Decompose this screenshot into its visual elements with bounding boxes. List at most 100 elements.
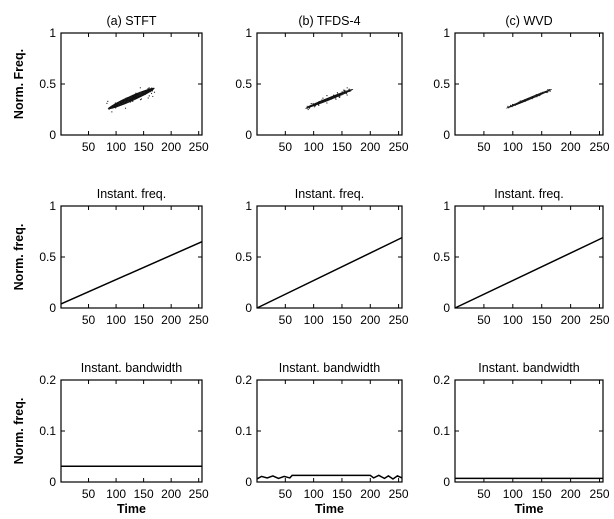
y-tick-label: 0.5 [433,250,450,264]
energy-speck [343,89,345,91]
axes-frame [256,379,403,483]
energy-speck [531,97,533,100]
x-tick-label: 200 [360,140,380,154]
y-tick-label: 1 [443,26,450,40]
subplot-title: (b) TFDS-4 [298,14,360,28]
energy-speck [147,88,149,90]
energy-speck [128,98,130,100]
energy-speck [124,107,127,109]
energy-speck [322,97,324,99]
y-tick-label: 0 [443,475,450,489]
energy-speck [136,95,138,97]
energy-speck [342,92,344,94]
subplot-5: Instant. freq. 50 100 150 200 250 0 0.5 1 [235,187,409,327]
energy-speck [306,105,308,107]
energy-speck [334,96,337,99]
axes-frame [454,379,604,483]
energy-speck [326,95,328,97]
energy-speck [329,97,331,100]
energy-speck [530,96,532,98]
x-tick-label: 150 [532,487,552,501]
energy-speck [126,100,129,103]
x-tick-label: 150 [134,140,154,154]
energy-speck [341,94,343,96]
axes-frame [60,205,203,309]
subplot-title: Instant. bandwidth [478,361,580,375]
y-tick-label: 0 [443,301,450,315]
energy-distribution [305,87,354,111]
energy-speck [326,98,328,100]
y-tick-label: 1 [443,199,450,213]
energy-speck [336,92,339,94]
y-tick-label: 0 [245,128,252,142]
energy-speck [307,108,309,111]
y-tick-label: 0 [49,128,56,142]
y-tick-label: 1 [245,199,252,213]
energy-speck [150,87,153,89]
energy-speck [122,102,124,105]
energy-speck [547,91,549,93]
x-tick-label: 150 [332,140,352,154]
x-tick-label: 100 [503,487,523,501]
x-tick-label: 200 [561,487,581,501]
x-tick-label: 250 [590,313,610,327]
energy-speck [524,100,526,102]
x-tick-label: 250 [389,140,409,154]
energy-speck [121,100,123,103]
x-tick-label: 250 [590,487,610,501]
energy-ridge [505,89,553,109]
energy-speck [118,102,120,105]
x-tick-label: 250 [389,313,409,327]
energy-speck [537,94,540,96]
energy-speck [548,89,551,91]
series-line [256,474,403,480]
x-tick-label: 100 [106,313,126,327]
x-tick-label: 150 [134,313,154,327]
energy-speck [307,106,309,108]
energy-speck [152,95,154,98]
y-tick-label: 1 [245,26,252,40]
x-tick-label: 250 [389,487,409,501]
energy-speck [314,105,317,107]
energy-speck [138,93,140,95]
y-tick-label: 0.5 [235,77,252,91]
energy-speck [125,97,127,99]
energy-speck [326,102,328,104]
energy-speck [520,100,522,102]
energy-speck [535,95,538,97]
x-tick-label: 100 [304,313,324,327]
energy-speck [547,89,549,91]
energy-speck [341,91,343,93]
energy-speck [350,90,352,92]
energy-speck [124,99,126,101]
axes-frame [256,205,403,309]
x-tick-label: 100 [304,487,324,501]
y-tick-label: 0 [49,301,56,315]
energy-speck [543,92,545,94]
x-tick-label: 200 [161,313,181,327]
energy-speck [339,96,341,98]
energy-speck [344,89,346,92]
x-tick-label: 50 [82,487,96,501]
energy-speck [150,92,153,95]
energy-speck [106,102,108,104]
y-tick-label: 0.5 [39,250,56,264]
energy-speck [151,90,154,92]
energy-speck [321,101,323,103]
subplot-1: (a) STFT 50 100 150 200 250 0 0.5 1 Norm. Freq. [12,14,209,154]
subplot-6: Instant. freq. 50 100 150 200 250 0 0.5 1 [433,187,610,327]
y-tick-label: 0 [443,128,450,142]
y-tick-label: 0.5 [433,77,450,91]
energy-speck [313,106,316,108]
x-tick-label: 50 [82,313,96,327]
x-tick-label: 100 [304,140,324,154]
energy-distribution [106,87,156,113]
subplot-title: Instant. freq. [295,187,364,201]
energy-speck [509,104,512,106]
energy-speck [337,93,339,95]
subplot-4: Instant. freq. 50 100 150 200 250 0 0.5 1 Norm. f… [12,187,209,327]
axes-frame [454,32,604,136]
energy-speck [518,101,520,103]
x-tick-label: 150 [532,313,552,327]
energy-speck [539,94,541,96]
